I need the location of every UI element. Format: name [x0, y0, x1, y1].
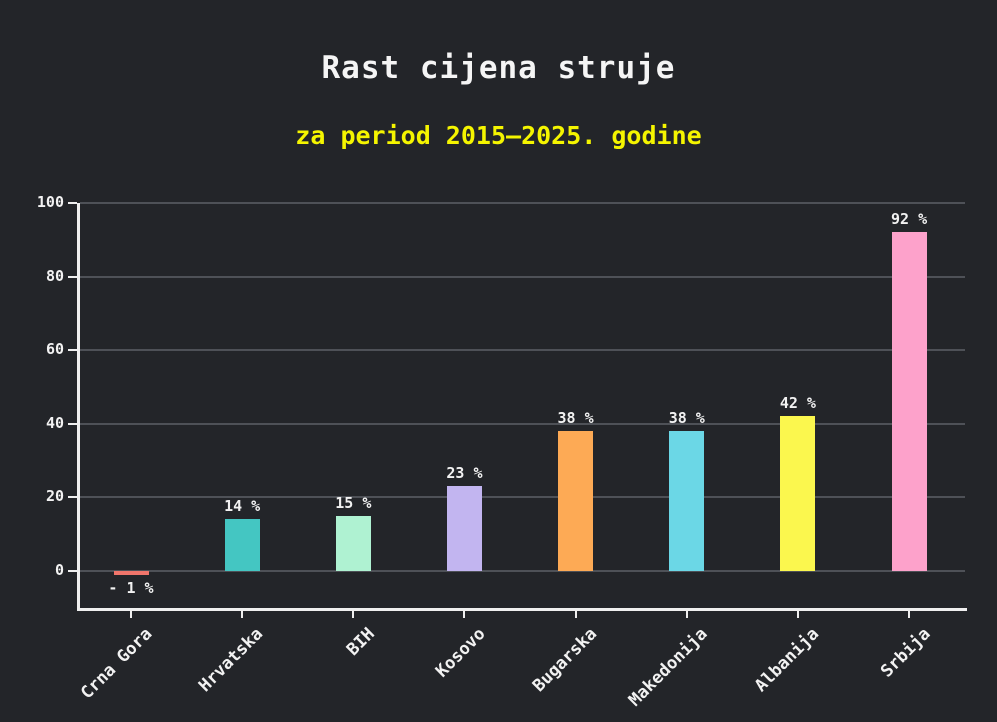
x-tick	[685, 611, 688, 618]
x-tick	[908, 611, 911, 618]
x-tick	[130, 611, 132, 618]
bar-albanija	[780, 416, 816, 571]
y-axis-line	[77, 203, 80, 610]
bar-value-label: - 1 %	[108, 578, 154, 597]
y-tick-label-100: 100	[36, 193, 64, 211]
bar-value-label: 38 %	[557, 409, 594, 428]
y-tick-label-0: 0	[54, 561, 64, 579]
gridline-100	[80, 202, 965, 204]
gridline-20	[80, 496, 965, 499]
x-tick	[574, 611, 577, 618]
gridline-60	[80, 349, 965, 352]
gridline-40	[80, 422, 965, 425]
y-tick-label-80: 80	[45, 266, 64, 285]
bar-value-label: 42 %	[779, 394, 816, 413]
bar-srbija	[891, 232, 927, 571]
bar-value-label: 23 %	[446, 464, 483, 483]
bar-crna-gora	[113, 571, 149, 575]
bar-value-label: 15 %	[335, 493, 372, 512]
x-tick-label-text: Kosovo	[432, 624, 490, 682]
bar-value-label: 14 %	[224, 497, 261, 516]
y-tick-label-60: 60	[45, 340, 64, 359]
y-tick-40	[68, 422, 77, 425]
y-tick-80	[68, 275, 77, 278]
x-tick	[463, 611, 466, 618]
chart-subtitle: za period 2015–2025. godine	[295, 121, 702, 150]
y-tick-0	[68, 570, 77, 572]
x-tick-label-text: Crna Gora	[76, 624, 157, 704]
bar-makedonija	[669, 431, 705, 571]
gridline-80	[80, 275, 965, 278]
bar-value-label: 38 %	[668, 409, 705, 428]
bar-hrvatska	[224, 519, 260, 571]
bar-value-label: 92 %	[890, 210, 928, 229]
x-tick	[352, 611, 355, 618]
y-tick-60	[68, 349, 77, 352]
x-tick	[796, 611, 799, 618]
x-tick-label-text: Srbija	[876, 624, 935, 682]
gridline-0	[80, 570, 965, 572]
x-axis-line	[77, 608, 967, 611]
x-tick-label-text: Makedonija	[625, 624, 712, 711]
bar-kosovo	[446, 486, 482, 571]
x-tick-label-text: Hrvatska	[195, 624, 268, 697]
x-tick-label-text: Albanija	[750, 624, 824, 697]
bar-bih	[335, 515, 371, 571]
y-tick-label-40: 40	[45, 413, 64, 432]
x-tick-label-text: BIH	[342, 624, 379, 660]
x-tick-label-text: Bugarska	[528, 624, 601, 697]
y-tick-label-20: 20	[45, 487, 64, 506]
y-tick-100	[68, 202, 77, 204]
chart-title: Rast cijena struje	[321, 50, 676, 86]
x-tick	[241, 611, 244, 618]
bar-bugarska	[558, 431, 594, 571]
y-tick-20	[68, 496, 77, 499]
